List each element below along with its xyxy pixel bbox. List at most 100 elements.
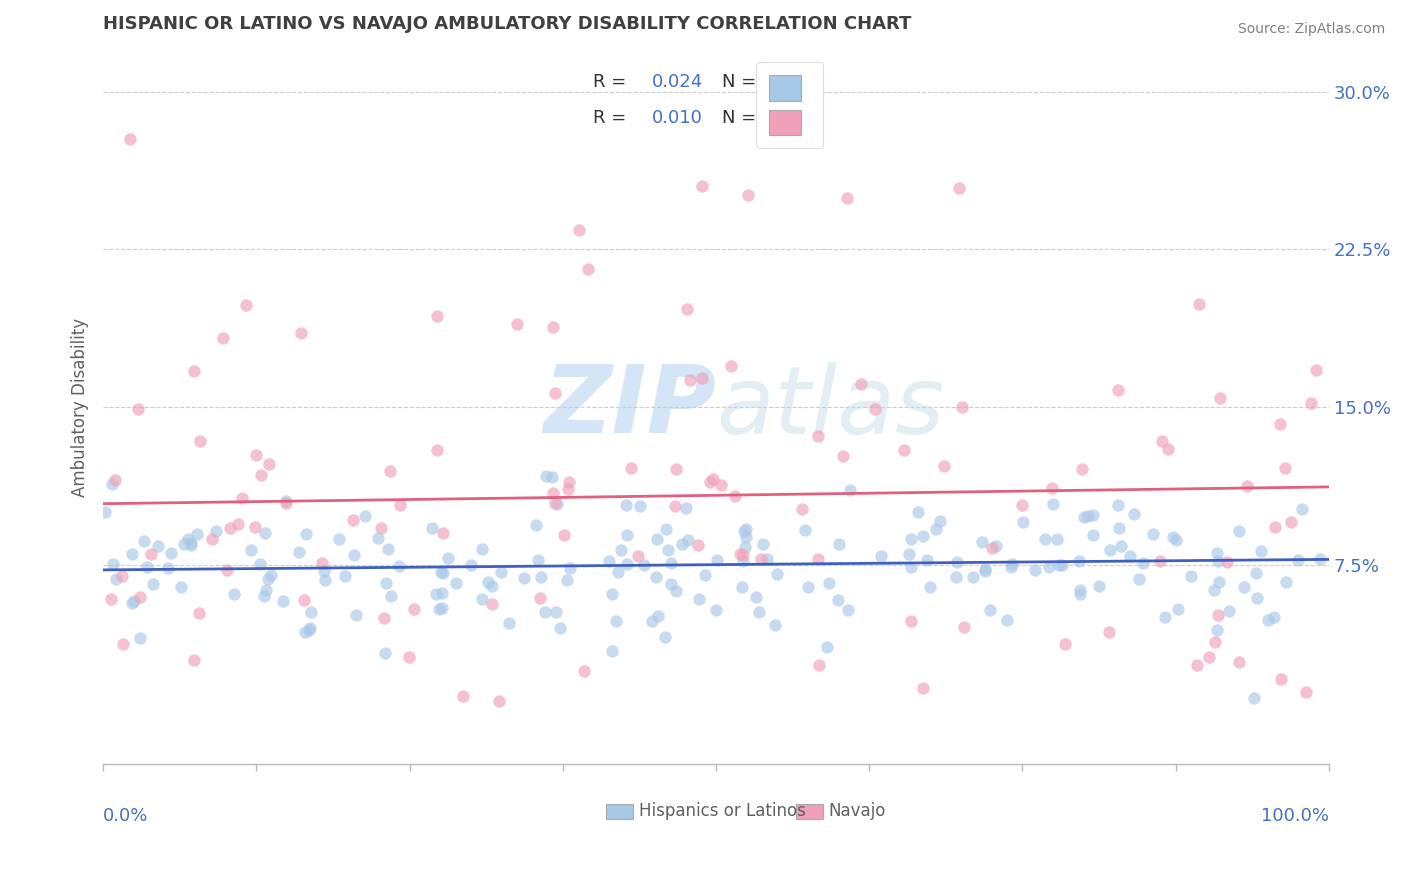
Text: 0.024: 0.024 [652,73,703,91]
Point [335,569,357,583]
Point [665,583,688,598]
Point [430,565,453,579]
Point [605,614,627,628]
FancyBboxPatch shape [796,804,823,819]
Point [294,625,316,640]
Point [676,301,699,316]
Point [1268,417,1291,431]
Point [105,573,128,587]
Point [373,611,395,625]
Point [900,533,922,547]
Point [1244,566,1267,581]
Point [425,587,447,601]
Point [1275,575,1298,590]
Point [1309,551,1331,566]
Point [430,586,453,600]
Point [1204,635,1226,649]
Text: R =: R = [593,109,633,127]
Point [806,429,828,443]
Point [1279,515,1302,529]
Y-axis label: Ambulatory Disability: Ambulatory Disability [72,318,89,497]
Point [610,543,633,558]
Point [190,434,212,448]
Point [1088,579,1111,593]
Point [948,181,970,195]
Point [1206,546,1229,560]
Point [664,499,686,513]
Point [693,568,716,582]
Point [526,553,548,567]
Point [170,580,193,594]
Point [1227,655,1250,669]
Point [755,551,778,566]
Point [101,476,124,491]
Point [1180,568,1202,582]
Point [111,569,134,583]
Point [218,521,240,535]
Point [706,552,728,566]
Point [796,580,818,594]
Point [748,605,770,619]
Point [995,613,1018,627]
Point [600,643,623,657]
Point [370,520,392,534]
Point [900,559,922,574]
Point [1011,498,1033,512]
Point [481,597,503,611]
Point [273,594,295,608]
Point [1291,502,1313,516]
Point [837,603,859,617]
Point [1250,544,1272,558]
Point [404,602,426,616]
Point [453,689,475,703]
Point [733,554,755,568]
Point [1001,557,1024,571]
Point [645,570,668,584]
Text: R =: R = [593,73,633,91]
Point [1038,559,1060,574]
Point [1073,509,1095,524]
Point [1119,549,1142,563]
Point [1132,556,1154,570]
Point [1050,558,1073,572]
Point [657,542,679,557]
Point [541,320,564,334]
Point [659,576,682,591]
Point [1011,515,1033,529]
Point [1218,604,1240,618]
Point [544,385,567,400]
Point [1188,297,1211,311]
Point [574,664,596,678]
Point [530,570,553,584]
Text: 100.0%: 100.0% [1261,807,1329,825]
Text: 0.0%: 0.0% [103,807,149,825]
Point [471,541,494,556]
Point [1263,609,1285,624]
Text: ZIP: ZIP [543,361,716,453]
Point [426,443,449,458]
Point [647,609,669,624]
Point [290,326,312,340]
Point [962,570,984,584]
Point [141,547,163,561]
Point [576,261,599,276]
Point [828,537,851,551]
Point [1206,624,1229,638]
Point [1083,508,1105,522]
Point [243,519,266,533]
Point [620,461,643,475]
Point [534,606,557,620]
Point [945,570,967,584]
Point [627,549,650,564]
Point [353,508,375,523]
Point [1128,572,1150,586]
Point [766,566,789,581]
Text: N =: N = [723,73,762,91]
Point [177,532,200,546]
Point [1040,481,1063,495]
Point [630,499,652,513]
Point [146,539,169,553]
Point [544,605,567,619]
Text: 0.010: 0.010 [652,109,703,127]
Point [437,550,460,565]
